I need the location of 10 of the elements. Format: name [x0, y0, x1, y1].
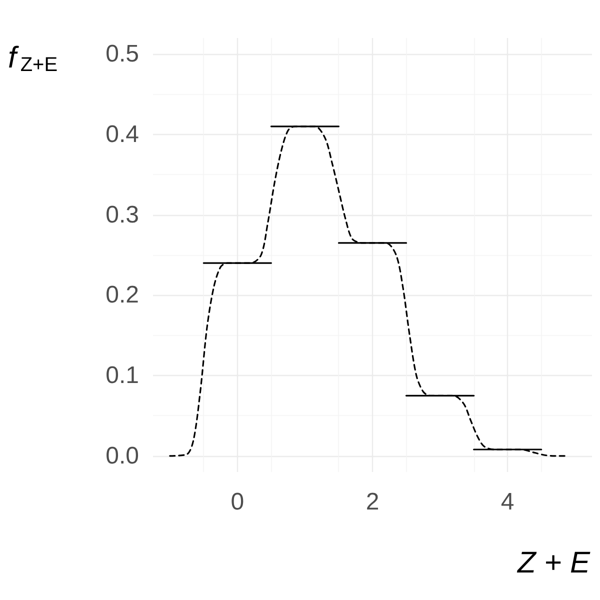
y-tick-label: 0.4 [106, 120, 139, 148]
y-tick-label: 0.1 [106, 362, 139, 390]
y-tick-label: 0.0 [106, 442, 139, 470]
x-tick-label: 0 [230, 488, 244, 516]
y-tick-label: 0.5 [106, 40, 139, 68]
x-tick-label: 4 [500, 488, 514, 516]
y-tick-label: 0.3 [106, 201, 139, 228]
x-axis-title: Z + E [516, 546, 591, 580]
x-tick-label: 2 [366, 488, 380, 516]
y-tick-label: 0.2 [106, 282, 139, 309]
